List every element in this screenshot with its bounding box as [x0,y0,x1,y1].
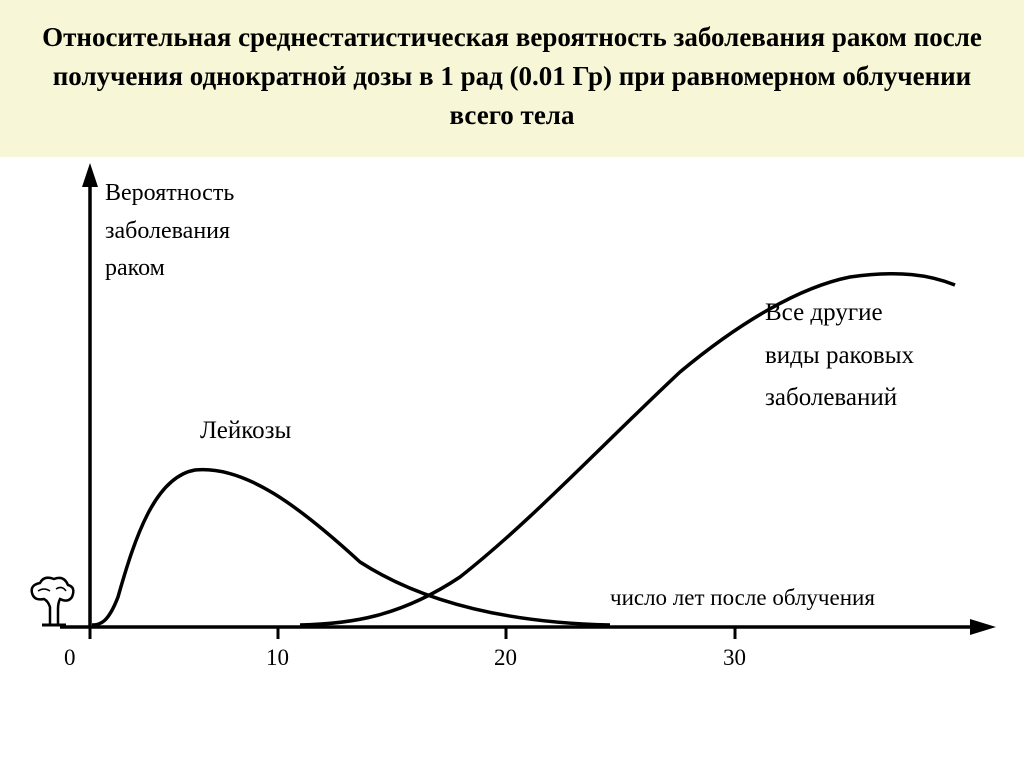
curve-label-leukemia: Лейкозы [200,417,291,445]
curve-label-other-line: заболеваний [765,377,914,420]
x-axis-arrow [970,619,996,635]
mushroom-cloud-icon [32,578,74,625]
x-tick-label: 30 [723,645,746,671]
x-tick-label: 10 [266,645,289,671]
curve-label-other: Все другие виды раковых заболеваний [765,292,914,420]
y-axis-arrow [82,163,98,187]
curve-leukemia [92,470,610,625]
y-axis-label-line: раком [105,250,234,287]
x-tick-label: 0 [64,645,76,671]
y-axis-label: Вероятность заболевания раком [105,175,234,287]
y-axis-label-line: заболевания [105,213,234,250]
y-axis-label-line: Вероятность [105,175,234,212]
curve-label-other-line: виды раковых [765,335,914,378]
chart-area: Вероятность заболевания раком Лейкозы Вс… [0,157,1024,717]
x-axis-label: число лет после облучения [610,585,875,611]
x-tick-label: 20 [494,645,517,671]
chart-title: Относительная среднестатистическая вероя… [0,0,1024,157]
curve-label-other-line: Все другие [765,292,914,335]
